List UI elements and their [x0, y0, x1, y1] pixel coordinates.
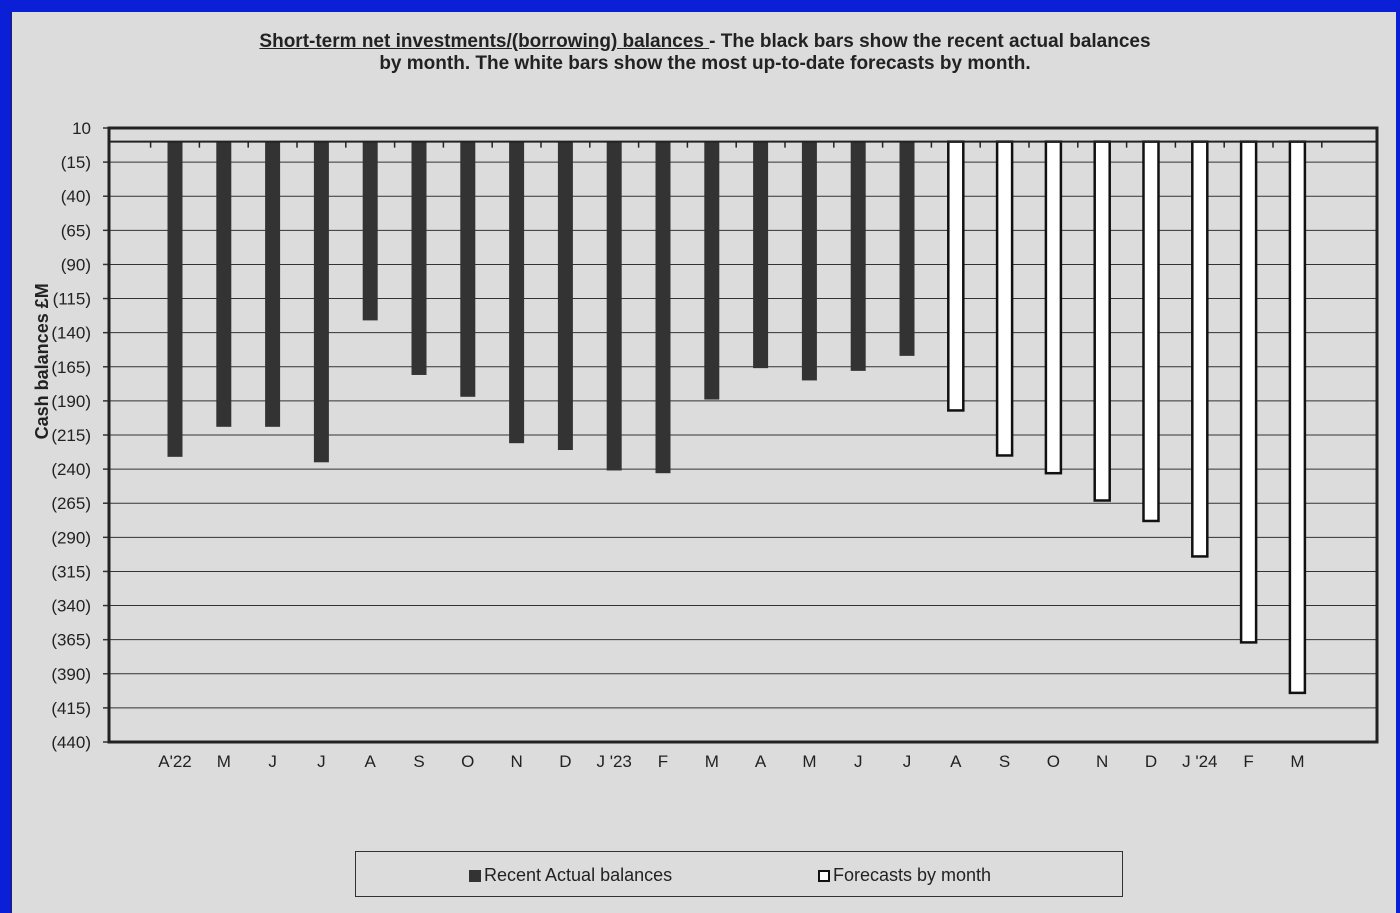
- x-tick-label: S: [413, 752, 424, 771]
- x-tick-label: J: [317, 752, 326, 771]
- y-tick-label: (290): [51, 528, 91, 547]
- y-tick-label: (390): [51, 665, 91, 684]
- forecast-bar: [1191, 140, 1209, 558]
- actual-bar: [655, 141, 671, 474]
- x-tick-label: N: [510, 752, 522, 771]
- bar-chart: 10 (15) (40) (65) (90) (115) (140) (165) (190) (2…: [32, 119, 1379, 771]
- legend: Recent Actual balances Forecasts by mont…: [355, 851, 1123, 897]
- x-tick-label: A: [365, 752, 377, 771]
- legend-item-forecast: Forecasts by month: [818, 865, 991, 886]
- y-tick-label: (140): [51, 324, 91, 343]
- title-underlined: Short-term net investments/(borrowing) b…: [259, 31, 710, 52]
- legend-label-actual: Recent Actual balances: [484, 865, 673, 885]
- y-tick-label: (115): [53, 290, 91, 309]
- forecast-bar: [1093, 140, 1111, 502]
- plot-area-border: [107, 126, 1379, 744]
- x-tick-label: D: [559, 752, 571, 771]
- actual-bar: [753, 141, 769, 369]
- actual-bar: [850, 141, 866, 371]
- chart-title: Short-term net investments/(borrowing) b…: [12, 31, 1398, 75]
- x-tick-label: O: [1047, 752, 1060, 771]
- forecast-bar: [947, 140, 965, 412]
- legend-label-forecast: Forecasts by month: [833, 865, 992, 885]
- legend-swatch-forecast: [818, 869, 830, 882]
- y-tick-label: (65): [61, 221, 91, 240]
- gridlines: [103, 127, 1377, 743]
- x-tick-label: J: [854, 752, 863, 771]
- title-line2: by month. The white bars show the most u…: [379, 53, 1031, 74]
- x-tick-label: F: [1243, 752, 1253, 771]
- y-tick-label: (40): [61, 187, 91, 206]
- x-tick-label: A'22: [158, 752, 192, 771]
- x-tick-label: J: [903, 752, 912, 771]
- x-tick-label: S: [999, 752, 1010, 771]
- y-tick-labels: 10 (15) (40) (65) (90) (115) (140) (165) (190) (2…: [51, 119, 91, 752]
- forecast-bar: [1142, 140, 1160, 523]
- actual-bar: [557, 141, 573, 451]
- y-tick-label: 10: [72, 119, 91, 138]
- actual-bar: [460, 141, 476, 397]
- x-tick-labels: A'22 M J J A S O N D J '23 F M A M J J A S O N D J '24 F M: [158, 752, 1304, 771]
- x-tick-label: F: [658, 752, 668, 771]
- forecast-bar: [1239, 140, 1258, 644]
- actual-bar: [899, 141, 915, 356]
- x-tick-label: M: [705, 752, 719, 771]
- x-tick-label: A: [950, 752, 962, 771]
- x-tick-label: M: [802, 752, 816, 771]
- x-tick-label: D: [1145, 752, 1157, 771]
- y-tick-label: (215): [51, 426, 91, 445]
- actual-bar: [362, 141, 378, 321]
- y-axis-label: Cash balances £M: [32, 283, 52, 439]
- y-tick-label: (315): [51, 562, 91, 581]
- y-tick-label: (415): [51, 699, 91, 718]
- actual-bar: [606, 141, 622, 471]
- y-tick-label: (340): [51, 597, 91, 616]
- actual-bar: [167, 141, 183, 457]
- y-tick-label: (15): [61, 153, 91, 172]
- x-tick-label: J: [268, 752, 277, 771]
- actual-bar: [265, 141, 281, 427]
- y-tick-label: (90): [61, 255, 91, 274]
- x-tick-label: N: [1096, 752, 1108, 771]
- y-tick-label: (440): [51, 733, 91, 752]
- bars: [167, 140, 1307, 695]
- actual-bar: [801, 141, 817, 381]
- title-rest: - The black bars show the recent actual …: [709, 31, 1151, 52]
- zero-axis-ticks: [149, 141, 1323, 148]
- x-tick-label: M: [1290, 752, 1304, 771]
- forecast-bar: [1288, 140, 1307, 695]
- actual-bar: [509, 141, 525, 444]
- actual-bar: [216, 141, 232, 427]
- x-tick-label: M: [217, 752, 231, 771]
- actual-bar: [313, 141, 329, 463]
- actual-bar: [704, 141, 720, 400]
- y-tick-label: (165): [51, 358, 91, 377]
- x-tick-label: A: [755, 752, 767, 771]
- forecast-bar: [995, 140, 1014, 457]
- forecast-bar: [1044, 140, 1063, 475]
- x-tick-label: O: [461, 752, 474, 771]
- actual-bar: [411, 141, 427, 375]
- chart-frame: Short-term net investments/(borrowing) b…: [10, 12, 1396, 913]
- y-tick-label: (240): [51, 460, 91, 479]
- y-tick-label: (190): [51, 392, 91, 411]
- x-tick-label: J '23: [597, 752, 632, 771]
- y-tick-label: (365): [51, 631, 91, 650]
- y-tick-label: (265): [51, 494, 91, 513]
- x-tick-label: J '24: [1182, 752, 1217, 771]
- legend-swatch-actual: [469, 869, 481, 882]
- legend-item-actual: Recent Actual balances: [469, 865, 672, 886]
